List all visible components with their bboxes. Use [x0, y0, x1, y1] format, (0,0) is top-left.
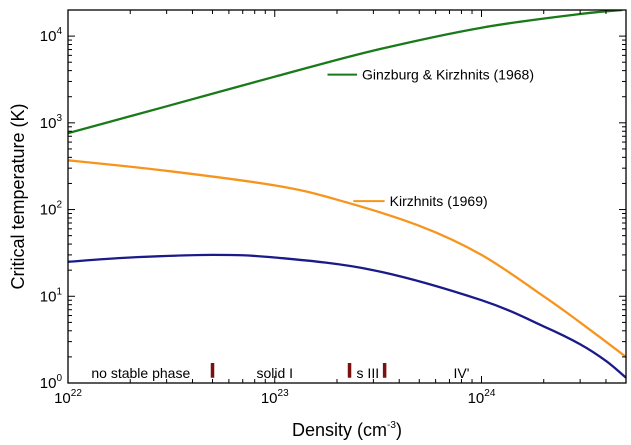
x-tick-label-0: 1022: [54, 388, 82, 407]
y-tick-base: 10: [40, 202, 57, 219]
x-tick-base: 10: [468, 390, 485, 407]
y-tick-base: 10: [40, 288, 57, 305]
phase-markers: no stable phase solid I s III IV': [91, 363, 469, 381]
x-tick-label-1: 1023: [261, 388, 289, 407]
y-tick-exp: 3: [56, 113, 62, 124]
series-line-1: [68, 159, 626, 358]
phase-label-1: solid I: [256, 365, 293, 381]
y-tick-label-2: 102: [40, 200, 63, 219]
annotation-label-0: Ginzburg & Kirzhnits (1968): [362, 67, 534, 83]
x-tick-exp: 22: [71, 388, 83, 399]
x-tick-exp: 24: [484, 388, 496, 399]
phase-label-2: s III: [357, 365, 380, 381]
y-tick-exp: 1: [56, 286, 62, 297]
y-tick-label-3: 103: [40, 113, 63, 132]
x-tick-base: 10: [54, 390, 71, 407]
x-tick-exp: 23: [278, 388, 290, 399]
y-tick-base: 10: [40, 115, 57, 132]
y-tick-label-0: 100: [40, 373, 63, 392]
series-line-0: [68, 10, 623, 135]
y-tick-exp: 4: [56, 26, 62, 37]
y-axis-title: Critical temperature (K): [8, 103, 28, 289]
y-tick-exp: 2: [56, 200, 62, 211]
series-line-2: [68, 253, 626, 379]
phase-label-3: IV': [454, 365, 470, 381]
y-tick-label-4: 104: [40, 26, 63, 45]
x-axis-title: Density (cm-3): [292, 420, 402, 440]
plot-series: [68, 10, 626, 379]
annotations: Ginzburg & Kirzhnits (1968) Kirzhnits (19…: [327, 67, 534, 209]
annotation-label-1: Kirzhnits (1969): [390, 193, 488, 209]
y-tick-exp: 0: [56, 373, 62, 384]
x-tick-base: 10: [261, 390, 278, 407]
x-tick-label-2: 1024: [468, 388, 496, 407]
plot-frame: [67, 9, 627, 384]
phase-label-0: no stable phase: [91, 365, 190, 381]
y-tick-label-1: 101: [40, 286, 63, 305]
y-tick-base: 10: [40, 28, 57, 45]
y-tick-base: 10: [40, 375, 57, 392]
